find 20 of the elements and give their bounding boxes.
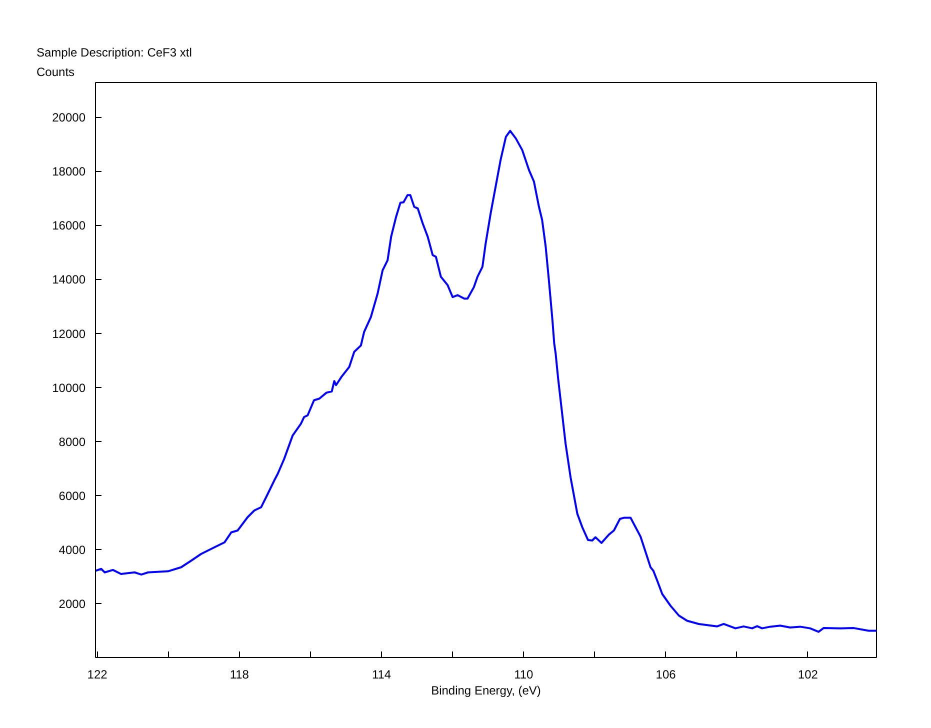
chart-title: Sample Description: CeF3 xtl bbox=[36, 46, 192, 60]
x-tick-label: 118 bbox=[230, 668, 250, 682]
y-tick-label: 8000 bbox=[58, 434, 86, 449]
x-tick-label: 114 bbox=[372, 668, 392, 682]
y-tick-label: 18000 bbox=[52, 164, 86, 179]
line-series bbox=[96, 130, 876, 633]
y-tick-label: 12000 bbox=[52, 326, 86, 341]
y-tick-label: 6000 bbox=[58, 488, 86, 503]
x-axis-title: Binding Energy, (eV) bbox=[431, 684, 541, 698]
y-tick-label: 16000 bbox=[52, 218, 86, 233]
y-tick-label: 20000 bbox=[52, 110, 86, 125]
x-tick-label: 122 bbox=[87, 668, 108, 682]
x-tick-label: 102 bbox=[798, 668, 818, 682]
y-axis-title: Counts bbox=[36, 65, 75, 79]
y-tick-label: 10000 bbox=[52, 380, 86, 395]
y-tick-label: 2000 bbox=[58, 596, 86, 611]
y-tick-label: 14000 bbox=[52, 272, 86, 287]
x-tick-label: 106 bbox=[656, 668, 676, 682]
y-tick-label: 4000 bbox=[58, 542, 86, 557]
x-tick-label: 110 bbox=[514, 668, 534, 682]
